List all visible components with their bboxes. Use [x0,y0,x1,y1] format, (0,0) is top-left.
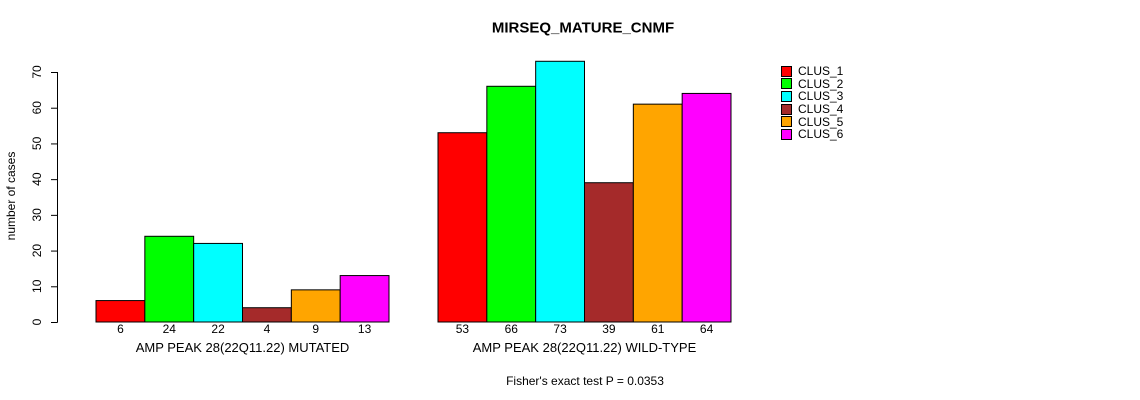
legend-item-clus_3: CLUS_3 [781,89,844,104]
bar-value-label: 61 [651,322,665,336]
legend-label: CLUS_5 [798,114,844,129]
legend-item-clus_2: CLUS_2 [781,76,844,91]
bar-value-label: 39 [602,322,616,336]
bar-clus_6 [681,92,732,323]
bar-value-label: 4 [264,322,271,336]
bar-clus_5 [632,103,683,323]
y-tick-label: 10 [30,279,44,293]
bar-clus_5 [290,289,341,323]
legend-swatch-clus_2 [781,78,792,90]
bar-value-label: 64 [700,322,714,336]
y-tick-label: 20 [30,244,44,258]
legend-label: CLUS_2 [798,76,844,91]
bar-value-label: 66 [505,322,519,336]
y-tick-label: 40 [30,172,44,186]
bar-value-label: 73 [553,322,567,336]
legend-label: CLUS_1 [798,64,844,79]
bar-value-label: 9 [312,322,319,336]
bar-value-label: 6 [117,322,124,336]
legend-item-clus_4: CLUS_4 [781,102,844,117]
caption: Fisher's exact test P = 0.0353 [506,374,664,388]
bar-clus_3 [535,60,586,323]
legend-swatch-clus_6 [781,128,792,140]
legend-item-clus_5: CLUS_5 [781,114,844,129]
legend-swatch-clus_3 [781,90,792,102]
legend-item-clus_6: CLUS_6 [781,127,844,142]
legend: CLUS_1 CLUS_2 CLUS_3 CLUS_4 CLUS_5 CLUS_6 [781,64,844,142]
bar-value-label: 53 [456,322,470,336]
legend-swatch-clus_1 [781,65,792,77]
bar-clus_2 [486,85,537,323]
legend-item-clus_1: CLUS_1 [781,64,844,79]
y-tick-label: 30 [30,208,44,222]
legend-swatch-clus_4 [781,103,792,115]
bar-clus_1 [437,132,488,323]
bar-clus_1 [95,300,146,323]
bar-clus_2 [144,235,195,323]
bar-value-label: 22 [211,322,225,336]
bar-clus_6 [339,275,390,323]
bar-value-label: 24 [163,322,177,336]
chart-title: MIRSEQ_MATURE_CNMF [491,19,675,37]
x-group-label: AMP PEAK 28(22Q11.22) WILD-TYPE [473,340,697,355]
x-group-label: AMP PEAK 28(22Q11.22) MUTATED [136,340,350,355]
y-tick-label: 60 [30,101,44,115]
bar-clus_4 [242,307,292,323]
bar-value-label: 13 [358,322,372,336]
y-tick-label: 50 [30,136,44,150]
y-tick-label: 0 [30,318,44,325]
legend-label: CLUS_6 [798,127,844,142]
bar-clus_4 [584,182,634,323]
legend-label: CLUS_3 [798,89,844,104]
y-tick-label: 70 [30,65,44,79]
legend-label: CLUS_4 [798,102,844,117]
bar-clus_3 [193,242,244,323]
legend-swatch-clus_5 [781,116,792,128]
